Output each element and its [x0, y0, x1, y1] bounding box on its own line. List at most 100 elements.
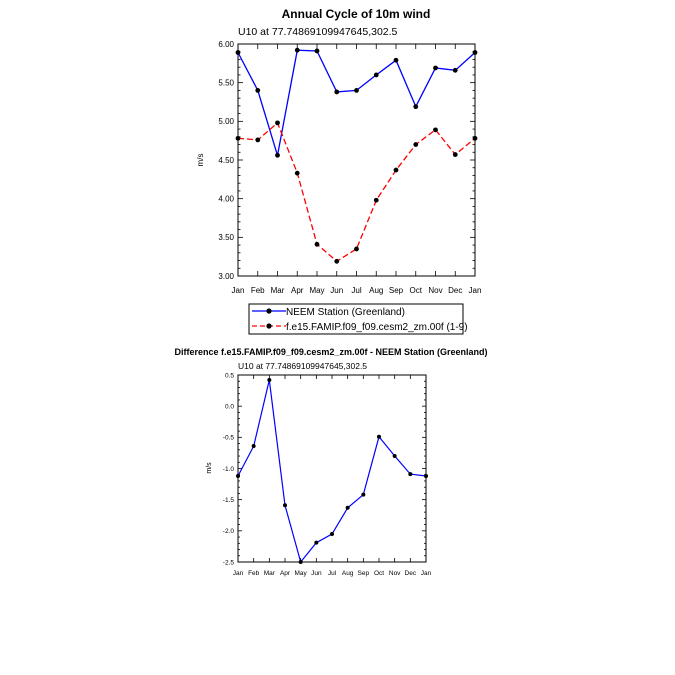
x-tick-label: Oct	[374, 570, 384, 577]
data-point	[345, 505, 350, 510]
x-tick-label: Oct	[410, 286, 423, 295]
chart2-y-axis-label: m/s	[206, 462, 213, 474]
x-tick-label: Jan	[233, 570, 244, 577]
data-point	[235, 135, 241, 141]
chart2-subtitle: U10 at 77.74869109947645,302.5	[238, 361, 367, 371]
x-tick-label: Dec	[405, 570, 417, 577]
x-tick-label: Jul	[328, 570, 337, 577]
chart1-legend: NEEM Station (Greenland) f.e15.FAMIP.f09…	[248, 303, 468, 335]
data-point	[413, 142, 419, 147]
data-point	[294, 47, 300, 53]
data-point	[408, 472, 413, 477]
y-tick-label: 0.5	[225, 372, 234, 379]
data-point	[377, 434, 381, 439]
data-point	[393, 57, 399, 63]
x-tick-label: Apr	[280, 570, 291, 577]
y-tick-label: 5.00	[218, 117, 234, 126]
y-tick-label: 3.50	[218, 233, 234, 242]
y-tick-label: 6.00	[218, 40, 234, 49]
x-tick-label: Sep	[389, 286, 404, 295]
data-point	[373, 197, 379, 203]
chart1-subtitle: U10 at 77.74869109947645,302.5	[238, 26, 398, 38]
data-point	[314, 48, 320, 54]
chart2-ticks: Jan Feb Mar Apr May Jun Jul Aug Sep Oct Nov Dec Jan -…	[223, 372, 432, 577]
data-point	[424, 473, 428, 478]
y-tick-label: 4.50	[218, 156, 234, 165]
x-tick-label: Jul	[351, 286, 361, 295]
data-point	[472, 135, 478, 141]
x-tick-label: May	[295, 570, 308, 577]
data-point	[452, 67, 458, 73]
data-point	[393, 167, 399, 173]
chart1-y-axis-label: m/s	[196, 154, 205, 167]
data-point	[298, 560, 303, 564]
legend-marker-model	[266, 323, 272, 329]
y-tick-label: -0.5	[223, 435, 235, 442]
x-tick-label: Jan	[232, 286, 245, 295]
y-tick-label: -2.0	[223, 528, 235, 535]
x-tick-label: Jun	[311, 570, 322, 577]
y-tick-label: 5.50	[218, 78, 234, 87]
data-point	[334, 89, 340, 95]
y-tick-label: -1.5	[223, 497, 235, 504]
x-tick-label: Feb	[248, 570, 260, 577]
data-point	[433, 127, 438, 133]
data-point	[275, 120, 280, 126]
x-tick-label: Sep	[358, 570, 370, 577]
x-tick-label: Feb	[251, 286, 265, 295]
data-point	[236, 473, 240, 478]
annual-cycle-chart: Annual Cycle of 10m wind U10 at 77.74869…	[196, 7, 481, 335]
y-tick-label: 4.00	[218, 194, 234, 203]
data-point	[314, 540, 319, 545]
y-tick-label: 3.00	[218, 272, 234, 281]
data-point	[255, 88, 261, 93]
legend-label-model: f.e15.FAMIP.f09_f09.cesm2_zm.00f (1-9)	[286, 322, 468, 333]
y-tick-label: -1.0	[223, 466, 235, 473]
data-point	[472, 50, 478, 55]
x-tick-label: Aug	[342, 570, 354, 577]
data-point	[283, 503, 287, 508]
x-tick-label: May	[309, 286, 324, 295]
data-point	[354, 88, 359, 93]
data-point	[392, 454, 397, 459]
x-tick-label: Apr	[291, 286, 304, 295]
data-point	[354, 246, 359, 252]
data-point	[275, 152, 280, 158]
legend-label-neem: NEEM Station (Greenland)	[286, 307, 405, 318]
x-tick-label: Jan	[421, 570, 432, 577]
data-point	[235, 50, 241, 55]
data-point	[433, 65, 438, 71]
x-tick-label: Dec	[448, 286, 462, 295]
x-tick-label: Mar	[264, 570, 276, 577]
data-point	[255, 137, 261, 143]
data-point	[361, 492, 366, 497]
chart1-series	[235, 47, 478, 264]
data-point	[267, 377, 272, 382]
series-line-0	[237, 49, 476, 156]
chart1-ticks: Jan Feb Mar Apr May Jun Jul Aug Sep Oct Nov Dec Jan 3…	[218, 40, 481, 295]
difference-chart: Difference f.e15.FAMIP.f09_f09.cesm2_zm.…	[175, 347, 488, 577]
y-tick-label: 0.0	[225, 403, 234, 410]
legend-marker-neem	[266, 308, 272, 314]
data-point	[334, 258, 340, 264]
data-point	[452, 152, 458, 157]
chart2-series	[236, 377, 428, 564]
x-tick-label: Jan	[469, 286, 482, 295]
data-point	[330, 531, 334, 536]
x-tick-label: Aug	[369, 286, 383, 295]
chart1-plot-frame	[237, 43, 476, 277]
x-tick-label: Nov	[428, 286, 442, 295]
x-tick-label: Mar	[271, 286, 285, 295]
legend-box	[248, 303, 464, 335]
x-tick-label: Nov	[389, 570, 401, 577]
data-point	[314, 241, 320, 247]
data-point	[373, 72, 379, 78]
chart1-title: Annual Cycle of 10m wind	[282, 7, 431, 21]
data-point	[251, 444, 256, 449]
x-tick-label: Jun	[330, 286, 343, 295]
y-tick-label: -2.5	[223, 559, 235, 566]
data-point	[413, 104, 419, 110]
chart2-title: Difference f.e15.FAMIP.f09_f09.cesm2_zm.…	[175, 347, 488, 357]
data-point	[294, 170, 300, 176]
